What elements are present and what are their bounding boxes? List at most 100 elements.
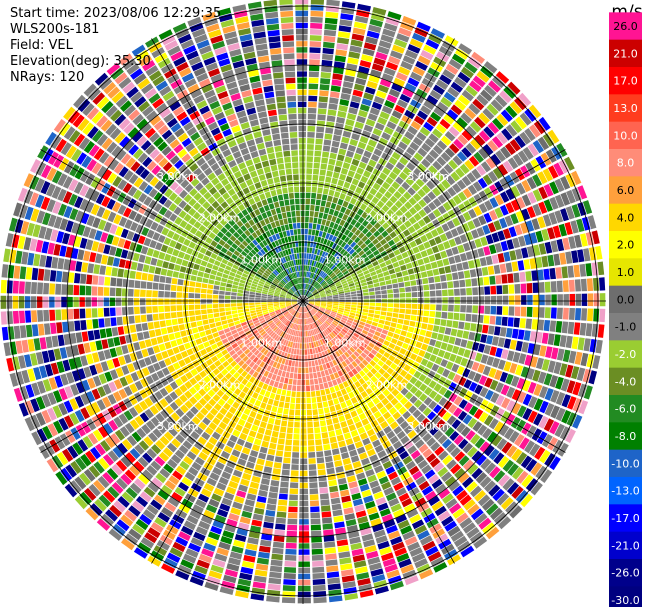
velocity-gate bbox=[308, 223, 313, 229]
velocity-gate bbox=[457, 410, 468, 421]
velocity-gate bbox=[500, 410, 511, 423]
velocity-gate bbox=[591, 230, 600, 245]
velocity-gate bbox=[477, 494, 491, 507]
velocity-gate bbox=[327, 399, 334, 407]
velocity-gate bbox=[446, 415, 457, 426]
velocity-gate bbox=[260, 347, 267, 354]
velocity-gate bbox=[327, 318, 333, 323]
velocity-gate bbox=[38, 323, 45, 336]
velocity-gate bbox=[324, 23, 337, 31]
velocity-gate bbox=[333, 298, 339, 300]
velocity-gate bbox=[336, 313, 343, 317]
velocity-gate bbox=[135, 350, 144, 360]
velocity-gate bbox=[291, 360, 296, 367]
velocity-gate bbox=[399, 298, 406, 303]
velocity-gate bbox=[447, 312, 454, 320]
velocity-gate bbox=[148, 432, 158, 443]
velocity-gate bbox=[304, 331, 306, 337]
velocity-gate bbox=[325, 309, 331, 313]
velocity-gate bbox=[337, 198, 344, 206]
velocity-gate bbox=[182, 553, 197, 564]
velocity-gate bbox=[169, 547, 183, 558]
velocity-gate bbox=[221, 349, 229, 356]
velocity-gate bbox=[297, 312, 300, 318]
velocity-gate bbox=[366, 363, 373, 371]
velocity-gate bbox=[510, 199, 520, 211]
velocity-gate bbox=[400, 525, 413, 535]
velocity-gate bbox=[326, 240, 331, 247]
velocity-gate bbox=[344, 365, 351, 373]
velocity-gate bbox=[198, 397, 208, 407]
velocity-gate bbox=[284, 445, 292, 452]
velocity-gate bbox=[261, 302, 267, 305]
velocity-gate bbox=[185, 548, 199, 558]
velocity-gate bbox=[296, 65, 308, 71]
velocity-gate bbox=[116, 278, 123, 287]
velocity-gate bbox=[316, 284, 321, 290]
velocity-gate bbox=[53, 390, 63, 403]
velocity-gate bbox=[333, 277, 339, 282]
velocity-gate bbox=[42, 212, 51, 226]
velocity-gate bbox=[426, 247, 434, 256]
velocity-gate bbox=[484, 200, 494, 211]
velocity-gate bbox=[313, 168, 320, 175]
velocity-gate bbox=[221, 320, 228, 325]
velocity-gate bbox=[144, 408, 154, 419]
velocity-gate bbox=[426, 116, 438, 127]
velocity-gate bbox=[313, 291, 318, 295]
velocity-gate bbox=[113, 336, 121, 347]
velocity-gate bbox=[562, 349, 571, 363]
velocity-gate bbox=[423, 241, 431, 249]
velocity-gate bbox=[315, 301, 321, 303]
velocity-gate bbox=[525, 478, 539, 492]
velocity-gate bbox=[522, 393, 532, 406]
velocity-gate bbox=[411, 552, 426, 563]
velocity-gate bbox=[337, 349, 344, 356]
velocity-gate bbox=[394, 200, 403, 209]
velocity-gate bbox=[281, 317, 287, 323]
velocity-gate bbox=[556, 238, 565, 252]
velocity-gate bbox=[323, 139, 332, 146]
velocity-gate bbox=[374, 465, 384, 474]
velocity-gate bbox=[571, 250, 579, 263]
velocity-gate bbox=[48, 377, 58, 390]
velocity-gate bbox=[439, 118, 451, 130]
velocity-gate bbox=[57, 334, 65, 347]
velocity-gate bbox=[489, 466, 501, 479]
velocity-gate bbox=[287, 306, 293, 310]
velocity-gate bbox=[269, 287, 275, 291]
velocity-gate bbox=[110, 317, 117, 327]
velocity-gate bbox=[285, 297, 292, 299]
velocity-gate bbox=[340, 206, 347, 214]
velocity-gate bbox=[164, 312, 171, 320]
velocity-gate bbox=[139, 400, 149, 411]
velocity-gate bbox=[308, 303, 314, 307]
velocity-gate bbox=[267, 398, 274, 405]
velocity-gate bbox=[206, 289, 213, 294]
velocity-gate bbox=[473, 536, 488, 549]
velocity-gate bbox=[117, 238, 126, 248]
velocity-gate bbox=[335, 160, 343, 167]
velocity-gate bbox=[321, 302, 327, 304]
velocity-gate bbox=[421, 142, 432, 153]
velocity-gate bbox=[471, 467, 483, 480]
velocity-gate bbox=[283, 319, 289, 325]
velocity-gate bbox=[511, 486, 524, 499]
velocity-gate bbox=[402, 15, 417, 26]
velocity-gate bbox=[328, 208, 335, 216]
velocity-gate bbox=[347, 239, 354, 246]
velocity-gate bbox=[482, 428, 493, 440]
velocity-gate bbox=[226, 346, 234, 353]
velocity-gate bbox=[248, 361, 255, 368]
velocity-gate bbox=[233, 277, 240, 283]
velocity-gate bbox=[408, 405, 417, 414]
velocity-gate bbox=[419, 329, 427, 336]
velocity-gate bbox=[314, 296, 321, 299]
velocity-gate bbox=[367, 556, 381, 565]
velocity-gate bbox=[464, 390, 473, 401]
velocity-gate bbox=[279, 295, 286, 298]
velocity-gate bbox=[270, 314, 277, 319]
velocity-gate bbox=[327, 109, 337, 116]
velocity-gate bbox=[436, 297, 442, 304]
velocity-gate bbox=[445, 175, 456, 186]
